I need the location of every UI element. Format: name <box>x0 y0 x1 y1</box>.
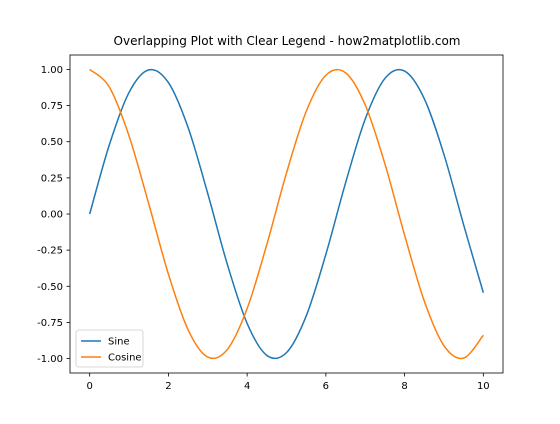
series-line-sine <box>88 68 485 360</box>
x-tick-label: 0 <box>86 381 92 392</box>
y-tick-label: 1.00 <box>41 65 63 76</box>
y-tick-label: 0.75 <box>41 101 63 112</box>
chart-title: Overlapping Plot with Clear Legend - how… <box>114 34 461 48</box>
x-tick-label: 4 <box>244 381 250 392</box>
x-tick-label: 8 <box>401 381 407 392</box>
plot-area <box>88 68 485 360</box>
y-tick-label: -0.25 <box>37 246 63 257</box>
y-tick-label: 0.00 <box>41 210 63 221</box>
x-tick-label: 2 <box>165 381 171 392</box>
y-tick-label: 0.50 <box>41 137 63 148</box>
series-line-cosine <box>89 68 484 360</box>
axes: 0 2 4 6 8 10 1.00 0.75 0.50 0.25 0.00 -0.25 -0.50 -0.… <box>37 65 490 392</box>
legend-label-cosine: Cosine <box>108 353 142 364</box>
y-tick-label: -0.50 <box>37 282 63 293</box>
legend-label-sine: Sine <box>108 337 130 348</box>
legend: Sine Cosine <box>75 329 144 368</box>
x-tick-label: 6 <box>323 381 329 392</box>
y-tick-label: -0.75 <box>37 318 63 329</box>
y-tick-label: 0.25 <box>41 173 63 184</box>
y-tick-label: -1.00 <box>37 354 63 365</box>
x-tick-label: 10 <box>477 381 490 392</box>
